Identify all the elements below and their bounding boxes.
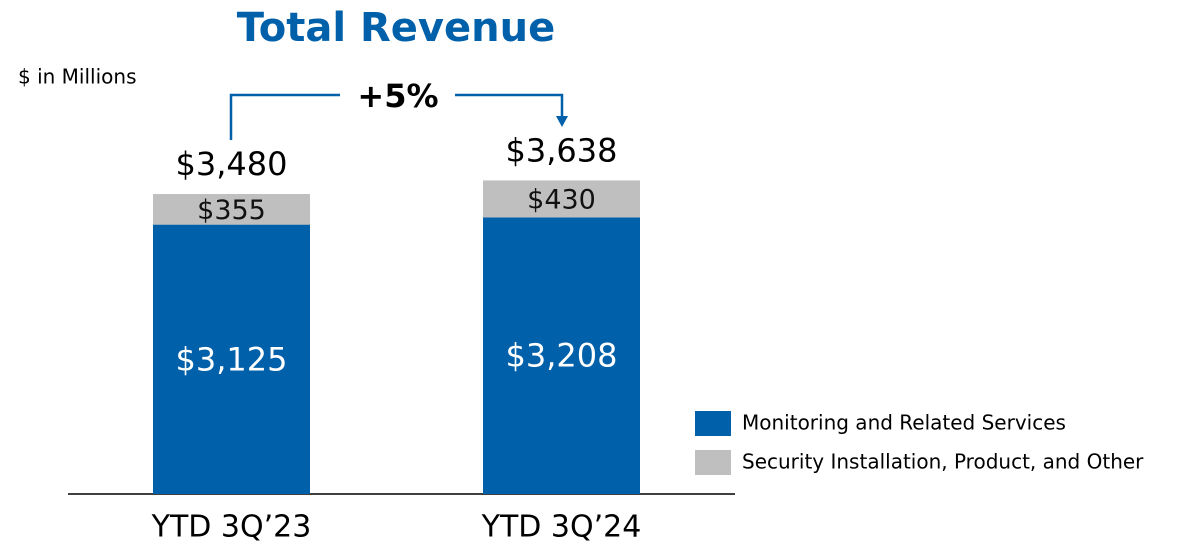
- bar-segment: [483, 217, 640, 494]
- bar-segment: [153, 224, 310, 494]
- bar-segment: [483, 180, 640, 218]
- x-tick-label: YTD 3Q’24: [481, 510, 642, 545]
- value-label: $3,208: [506, 337, 618, 375]
- value-label: $430: [527, 184, 596, 215]
- legend-swatch: [695, 411, 731, 436]
- bar-segment: [153, 194, 310, 225]
- total-label: $3,480: [176, 145, 288, 183]
- x-tick-label: YTD 3Q’23: [151, 510, 312, 545]
- value-label: $3,125: [176, 340, 288, 378]
- value-label: $355: [197, 195, 266, 226]
- subtitle: $ in Millions: [18, 65, 137, 89]
- arrow-head: [556, 116, 568, 127]
- legend-label: Security Installation, Product, and Othe…: [742, 450, 1144, 474]
- growth-bracket: [229, 93, 564, 140]
- chart-title: Total Revenue: [237, 5, 555, 51]
- legend-label: Monitoring and Related Services: [742, 411, 1066, 435]
- growth-annotation: +5%: [357, 77, 438, 115]
- legend-swatch: [695, 450, 731, 475]
- total-label: $3,638: [506, 131, 618, 169]
